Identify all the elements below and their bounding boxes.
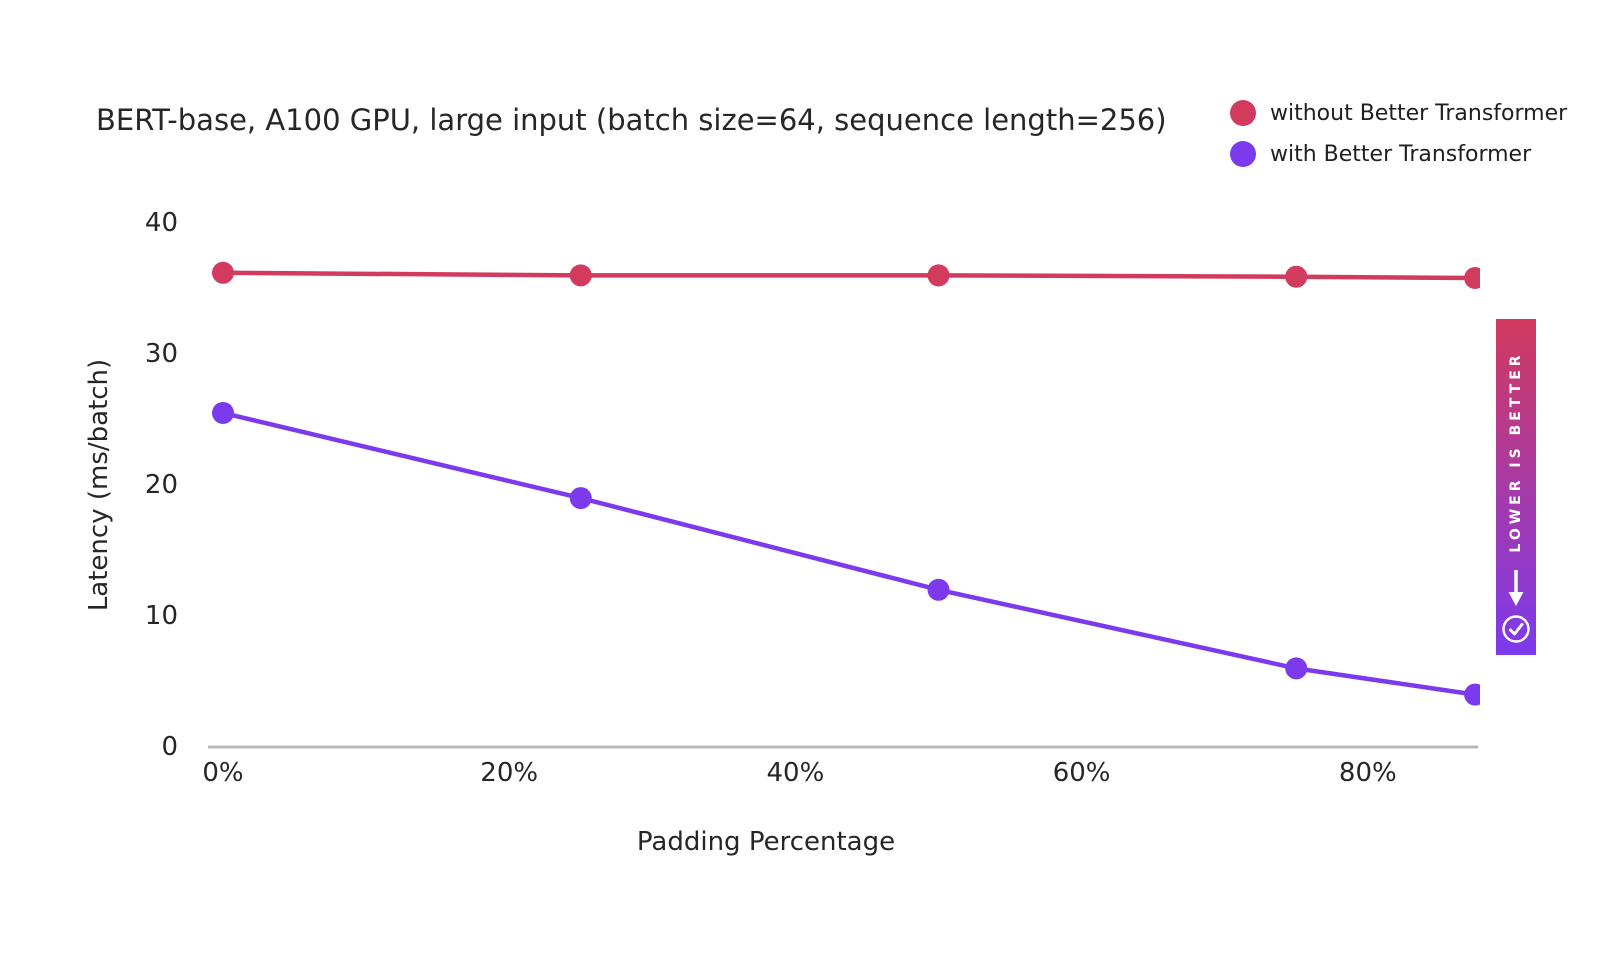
series-line: [222, 410, 1476, 697]
x-tick-label: 40%: [766, 758, 825, 788]
legend-label: with Better Transformer: [1270, 141, 1532, 167]
data-point: [569, 264, 592, 287]
legend-item: with Better Transformer: [1230, 141, 1567, 167]
x-tick-label: 60%: [1052, 758, 1111, 788]
data-point: [1285, 657, 1308, 680]
data-point: [1464, 267, 1480, 290]
chart-title: BERT-base, A100 GPU, large input (batch …: [96, 103, 1167, 137]
x-tick-label: 0%: [202, 758, 244, 788]
y-tick-label: 30: [144, 339, 178, 369]
data-point: [927, 578, 950, 601]
legend-marker-dot-icon: [1230, 141, 1256, 167]
legend-item: without Better Transformer: [1230, 100, 1567, 126]
legend-label: without Better Transformer: [1270, 100, 1568, 126]
y-tick-label: 0: [161, 732, 178, 762]
y-tick-label: 10: [144, 601, 178, 631]
check-circle-icon: [1502, 615, 1530, 643]
data-point: [1464, 683, 1480, 706]
data-point: [1285, 265, 1308, 288]
legend-marker-dot-icon: [1230, 100, 1256, 126]
data-point: [212, 401, 234, 424]
x-tick-label: 80%: [1338, 758, 1397, 788]
badge-label: LOWER IS BETTER: [1508, 351, 1524, 553]
data-point: [212, 261, 234, 284]
legend: without Better Transformer with Better Tr…: [1230, 100, 1567, 182]
y-tick-label: 20: [144, 470, 178, 500]
y-tick-label: 40: [144, 208, 178, 238]
x-tick-label: 20%: [480, 758, 539, 788]
lower-is-better-badge: LOWER IS BETTER: [1496, 319, 1536, 655]
plot-area: [208, 261, 1480, 749]
data-point: [927, 264, 950, 287]
x-axis-title: Padding Percentage: [636, 827, 896, 857]
down-arrow-icon: [1508, 570, 1524, 606]
data-point: [569, 487, 592, 510]
